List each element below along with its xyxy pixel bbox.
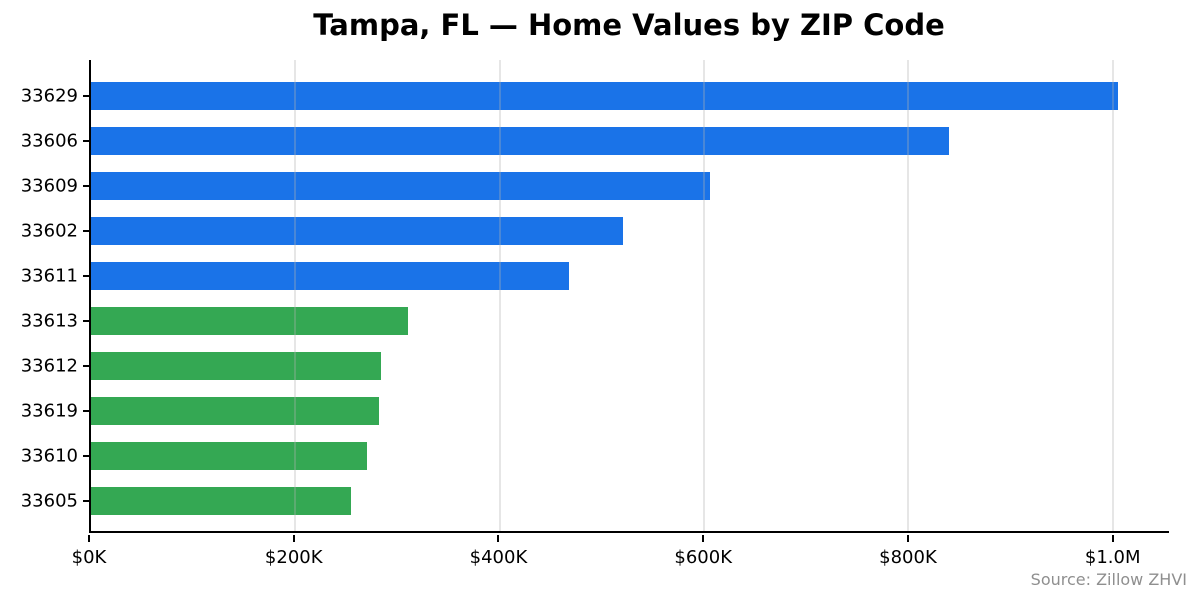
x-tick-label: $200K	[264, 547, 323, 568]
value-bar	[91, 216, 624, 245]
value-bar	[91, 396, 380, 425]
y-axis-tick	[83, 274, 89, 277]
y-tick-label: 33611	[20, 265, 78, 286]
x-axis-tick	[1111, 535, 1114, 542]
y-axis-tick	[83, 454, 89, 457]
bar-row: 33602	[21, 208, 1169, 253]
value-bar	[91, 351, 382, 380]
value-bar	[91, 126, 950, 155]
x-axis: $0K $200K $400K $600K $800K $1.0M	[72, 535, 1169, 585]
x-tick-label: $800K	[879, 547, 937, 568]
y-axis-tick	[83, 94, 89, 97]
y-axis-tick	[83, 229, 89, 232]
value-bar	[91, 486, 351, 515]
bar-row: 33619	[21, 388, 1169, 433]
bar-row: 33613	[21, 298, 1169, 343]
y-tick-label: 33612	[20, 355, 78, 376]
value-bar	[91, 81, 1118, 110]
chart-title: Tampa, FL — Home Values by ZIP Code	[313, 8, 945, 42]
x-axis-tick	[906, 535, 909, 542]
y-tick-label: 33605	[20, 490, 78, 511]
y-axis-tick	[83, 499, 89, 502]
y-tick-label: 33619	[20, 400, 78, 421]
y-tick-label: 33606	[20, 130, 78, 151]
x-tick-label: $0K	[71, 547, 107, 568]
y-tick-label: 33613	[20, 310, 78, 331]
plot-area: 33629 33606 33609 33602 33611 33613 3361…	[21, 60, 1169, 533]
y-tick-label: 33629	[20, 85, 78, 106]
x-axis-tick	[292, 535, 295, 542]
bar-row: 33629	[21, 73, 1169, 118]
x-axis-tick	[702, 535, 705, 542]
y-axis-tick	[83, 139, 89, 142]
x-tick-label: $400K	[469, 547, 528, 568]
x-axis-tick	[88, 535, 90, 542]
y-axis-tick	[83, 319, 89, 322]
y-axis-tick	[83, 364, 89, 367]
bar-row: 33612	[21, 343, 1169, 388]
x-tick-label: $600K	[674, 547, 733, 568]
value-bar	[91, 261, 570, 290]
y-tick-label: 33602	[20, 220, 78, 241]
y-tick-label: 33610	[20, 445, 78, 466]
value-bar	[91, 171, 711, 200]
bar-row: 33611	[21, 253, 1169, 298]
source-note: Source: Zillow ZHVI	[1030, 570, 1187, 589]
x-axis-tick	[497, 535, 500, 542]
bar-row: 33609	[21, 163, 1169, 208]
bar-row: 33605	[21, 478, 1169, 523]
value-bar	[91, 441, 367, 470]
y-axis-tick	[83, 409, 89, 412]
y-axis-tick	[83, 184, 89, 187]
bar-row: 33610	[21, 433, 1169, 478]
x-tick-label: $1.0M	[1084, 547, 1141, 568]
y-tick-label: 33609	[20, 175, 78, 196]
bar-row: 33606	[21, 118, 1169, 163]
value-bar	[91, 306, 408, 335]
